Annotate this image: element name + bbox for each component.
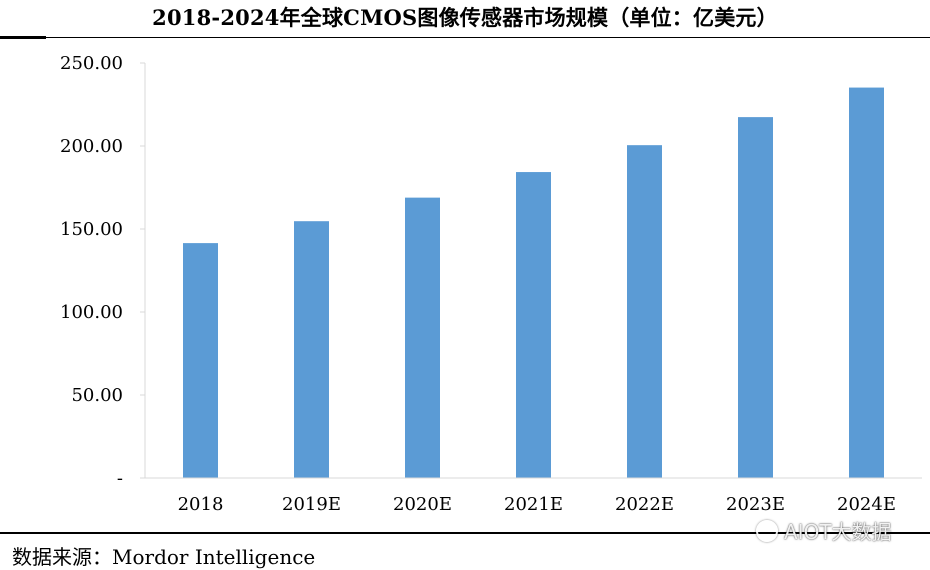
y-tick-label: - (117, 468, 123, 489)
y-tick-label: 200.00 (60, 136, 123, 157)
title-divider (0, 37, 930, 38)
bar-2018 (183, 243, 218, 478)
bar-2019E (294, 221, 329, 478)
x-tick-label: 2018 (178, 494, 224, 515)
bar-chart: - 50.00 100.00 150.00 200.00 250.00 2018 2019E… (60, 53, 922, 515)
bar-2022E (627, 145, 662, 479)
bar-2024E (849, 87, 884, 479)
title-divider-accent (0, 36, 46, 39)
source-note: 数据来源：Mordor Intelligence (12, 545, 316, 569)
x-tick-label: 2022E (615, 494, 674, 515)
bar-2023E (738, 117, 773, 478)
y-axis: - 50.00 100.00 150.00 200.00 250.00 (60, 53, 146, 489)
y-tick-label: 250.00 (60, 53, 123, 74)
bars (183, 87, 884, 479)
watermark: AIOT大数据 (756, 516, 892, 545)
chart-title: 2018-2024年全球CMOS图像传感器市场规模（单位：亿美元） (152, 5, 778, 30)
x-tick-label: 2021E (504, 494, 563, 515)
y-tick-label: 50.00 (71, 385, 123, 406)
y-tick-label: 100.00 (60, 302, 123, 323)
x-tick-label: 2024E (837, 494, 896, 515)
x-tick-label: 2020E (393, 494, 452, 515)
bar-2021E (516, 172, 551, 478)
x-axis: 2018 2019E 2020E 2021E 2022E 2023E 2024E (145, 477, 922, 515)
watermark-text: AIOT大数据 (784, 520, 892, 544)
source-divider (0, 532, 930, 534)
y-tick-label: 150.00 (60, 219, 123, 240)
x-tick-label: 2019E (282, 494, 341, 515)
x-tick-label: 2023E (726, 494, 785, 515)
wechat-logo-icon (756, 520, 778, 542)
bar-2020E (405, 197, 440, 478)
